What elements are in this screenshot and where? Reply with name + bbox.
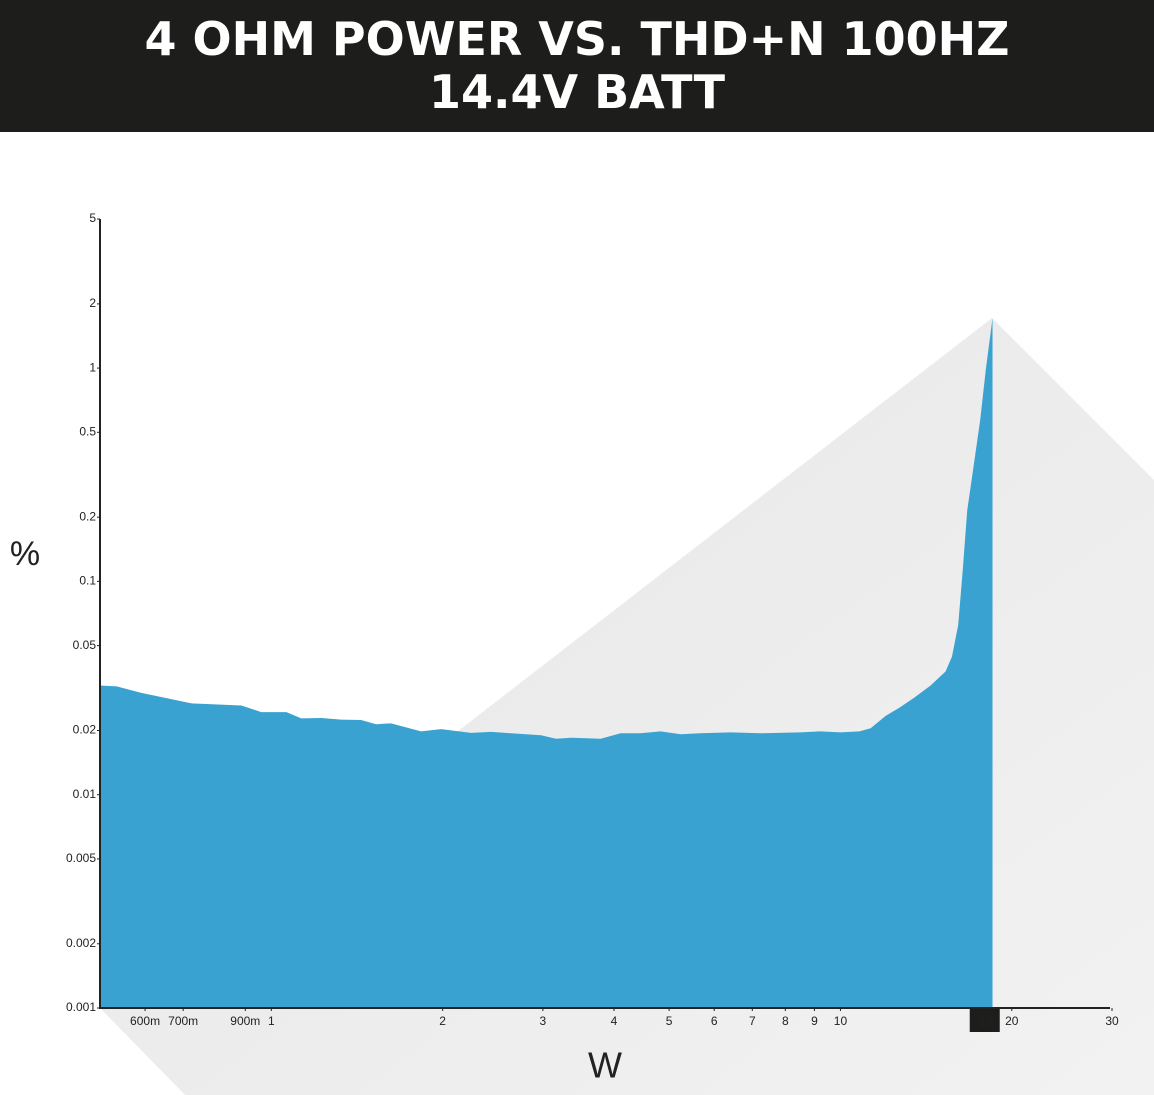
x-tick-label: 900m: [230, 1014, 260, 1028]
x-tick-label: 20: [1005, 1014, 1019, 1028]
x-tick-label: 10: [834, 1014, 848, 1028]
y-tick-label: 0.2: [79, 509, 96, 523]
y-tick-label: 5: [89, 211, 96, 225]
x-tick-label: 1: [268, 1014, 275, 1028]
chart-title: 14.4V BATT: [429, 65, 726, 119]
x-tick-label: 7: [749, 1014, 756, 1028]
x-tick-label: 5: [666, 1014, 673, 1028]
y-tick-label: 0.002: [66, 936, 96, 950]
x-tick-label: 2: [439, 1014, 446, 1028]
header: [0, 0, 1154, 132]
x-axis-label: W: [588, 1045, 622, 1086]
y-tick-label: 2: [89, 296, 96, 310]
y-tick-label: 0.1: [79, 574, 96, 588]
y-tick-label: 0.5: [79, 424, 96, 438]
y-tick-label: 0.01: [73, 787, 97, 801]
x-tick-label: 30: [1105, 1014, 1119, 1028]
x-tick-label: 700m: [168, 1014, 198, 1028]
x-tick-label: 600m: [130, 1014, 160, 1028]
x-tick-label: 6: [711, 1014, 718, 1028]
x-tick-label: 3: [540, 1014, 547, 1028]
y-tick-label: 1: [89, 360, 96, 374]
x-tick-label: 9: [811, 1014, 818, 1028]
x-tick-label: 8: [782, 1014, 789, 1028]
area: [100, 318, 993, 1008]
y-tick-label: 0.001: [66, 1000, 96, 1014]
y-tick-label: 0.05: [73, 638, 97, 652]
x-tick-label: 4: [611, 1014, 618, 1028]
x-tick-label: 18: [979, 1014, 993, 1028]
x-tick-highlight: [969, 1009, 1000, 1032]
y-tick-label: 0.005: [66, 851, 96, 865]
chart-title: 4 OHM POWER VS. THD+N 100HZ: [144, 12, 1009, 66]
y-axis-label: %: [10, 535, 40, 573]
y-tick-label: 0.02: [73, 723, 97, 737]
